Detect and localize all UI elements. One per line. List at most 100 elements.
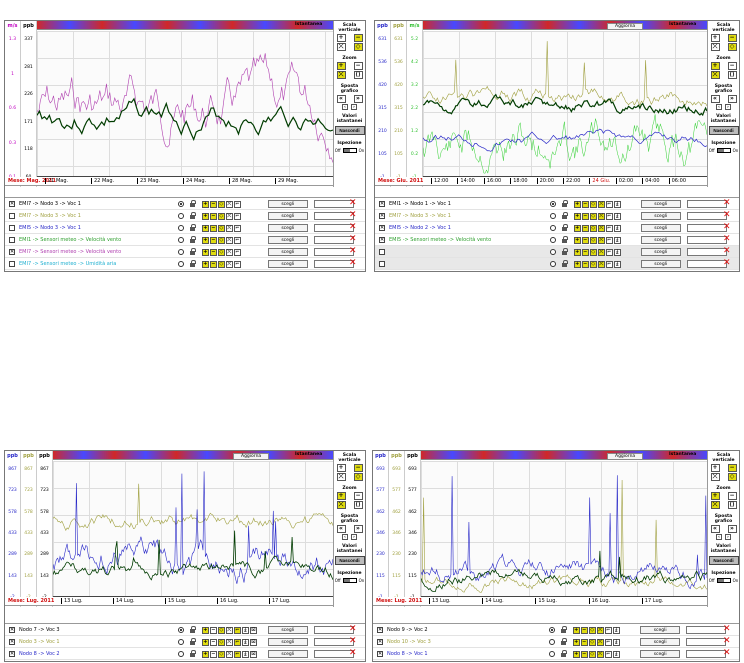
hide-button[interactable]: Nascondi: [708, 126, 739, 135]
series-radio[interactable]: [549, 237, 556, 243]
instant-label[interactable]: Istantanea: [295, 452, 323, 457]
scale-up-icon[interactable]: +: [336, 34, 346, 42]
series-tool-icon[interactable]: ⌐: [233, 201, 241, 208]
lock-icon[interactable]: [189, 638, 196, 645]
series-radio[interactable]: [177, 213, 184, 219]
series-radio[interactable]: [177, 261, 184, 267]
scale-down-icon[interactable]: −: [353, 34, 363, 42]
lock-icon[interactable]: [561, 224, 568, 231]
choose-button[interactable]: scegli: [640, 248, 681, 256]
inspection-toggle[interactable]: [716, 148, 731, 153]
series-value-field[interactable]: [686, 650, 727, 658]
scale-reset-icon[interactable]: ⤫: [710, 43, 720, 51]
series-tool-icon[interactable]: −: [209, 249, 217, 256]
series-checkbox[interactable]: ✕: [9, 627, 15, 633]
series-tool-icon[interactable]: −: [209, 651, 217, 658]
scale-down-icon[interactable]: −: [727, 34, 737, 42]
scale-up-icon[interactable]: +: [710, 34, 720, 42]
series-tool-icon[interactable]: −: [581, 237, 589, 244]
series-radio[interactable]: [177, 651, 184, 657]
shift-left-fast-icon[interactable]: «: [336, 95, 346, 103]
series-tool-icon[interactable]: ⤫: [597, 261, 605, 268]
delete-icon[interactable]: ✕: [723, 636, 731, 646]
lock-icon[interactable]: [189, 626, 196, 633]
series-tool-icon[interactable]: −: [581, 225, 589, 232]
series-tool-icon[interactable]: −: [581, 213, 589, 220]
shift-right-fast-icon[interactable]: »: [353, 525, 363, 533]
series-value-field[interactable]: [313, 626, 354, 634]
series-checkbox[interactable]: ✕: [377, 651, 383, 657]
series-tool-icon[interactable]: ⌐: [233, 261, 241, 268]
scale-up-icon[interactable]: +: [710, 464, 720, 472]
lock-icon[interactable]: [189, 224, 196, 231]
lock-icon[interactable]: [189, 236, 196, 243]
series-value-field[interactable]: [313, 200, 354, 208]
series-value-field[interactable]: [313, 260, 354, 268]
lock-icon[interactable]: [560, 638, 567, 645]
update-button[interactable]: Aggiorna: [607, 453, 644, 460]
instant-label[interactable]: Istantanea: [295, 22, 323, 27]
series-checkbox[interactable]: ✕: [377, 639, 383, 645]
series-tool-icon[interactable]: ◇: [588, 639, 596, 646]
zoom-fit-icon[interactable]: ⟨⟩: [353, 71, 363, 79]
series-tool-icon[interactable]: ⌐: [233, 249, 241, 256]
series-tool-icon[interactable]: ◇: [217, 225, 225, 232]
series-value-field[interactable]: [686, 260, 727, 268]
delete-icon[interactable]: ✕: [723, 246, 731, 256]
series-tool-icon[interactable]: ⤫: [225, 249, 233, 256]
inspection-toggle[interactable]: [342, 578, 357, 583]
lock-icon[interactable]: [560, 650, 567, 657]
shift-right-fast-icon[interactable]: »: [727, 525, 737, 533]
update-button[interactable]: Aggiorna: [233, 453, 270, 460]
lock-icon[interactable]: [189, 248, 196, 255]
choose-button[interactable]: scegli: [640, 236, 681, 244]
series-checkbox[interactable]: ✕: [377, 627, 383, 633]
series-tool-icon[interactable]: ⤫: [597, 201, 605, 208]
series-tool-icon[interactable]: −: [209, 213, 217, 220]
lock-icon[interactable]: [561, 248, 568, 255]
series-tool-icon[interactable]: ⤓: [613, 225, 621, 232]
delete-icon[interactable]: ✕: [723, 210, 731, 220]
series-radio[interactable]: [177, 201, 184, 207]
series-checkbox[interactable]: [379, 261, 385, 267]
lock-icon[interactable]: [561, 260, 568, 267]
series-tool-icon[interactable]: +: [572, 639, 580, 646]
series-tool-icon[interactable]: ◇: [217, 639, 225, 646]
series-tool-icon[interactable]: ⤫: [225, 627, 233, 634]
choose-button[interactable]: scegli: [267, 236, 308, 244]
scale-fit-icon[interactable]: ◇: [353, 43, 363, 51]
series-tool-icon[interactable]: ◇: [589, 249, 597, 256]
series-checkbox[interactable]: [379, 249, 385, 255]
series-tool-icon[interactable]: −: [580, 639, 588, 646]
zoom-in-icon[interactable]: +: [710, 62, 720, 70]
series-tool-icon[interactable]: ⌐: [605, 201, 613, 208]
series-value-field[interactable]: [686, 248, 727, 256]
series-tool-icon[interactable]: +: [201, 201, 209, 208]
lock-icon[interactable]: [561, 236, 568, 243]
series-tool-icon[interactable]: ◇: [217, 651, 225, 658]
shift-right-icon[interactable]: ›: [725, 104, 731, 110]
inspection-toggle[interactable]: [716, 578, 731, 583]
delete-icon[interactable]: ✕: [349, 222, 357, 232]
series-tool-icon[interactable]: ⌐: [604, 639, 612, 646]
scale-fit-icon[interactable]: ◇: [353, 473, 363, 481]
series-tool-icon[interactable]: ⌐: [605, 237, 613, 244]
series-tool-icon[interactable]: −: [581, 249, 589, 256]
update-button[interactable]: Aggiorna: [607, 23, 644, 30]
series-tool-icon[interactable]: ◇: [217, 201, 225, 208]
series-tool-icon[interactable]: +: [201, 237, 209, 244]
choose-button[interactable]: scegli: [267, 212, 308, 220]
series-tool-icon[interactable]: +: [201, 225, 209, 232]
series-radio[interactable]: [549, 249, 556, 255]
choose-button[interactable]: scegli: [267, 260, 308, 268]
series-tool-icon[interactable]: ⤫: [597, 237, 605, 244]
series-tool-icon[interactable]: −: [209, 261, 217, 268]
scale-fit-icon[interactable]: ◇: [727, 473, 737, 481]
series-tool-icon[interactable]: ◇: [589, 237, 597, 244]
series-tool-icon[interactable]: ⊡: [249, 627, 257, 634]
choose-button[interactable]: scegli: [640, 224, 681, 232]
series-tool-icon[interactable]: ⌐: [233, 639, 241, 646]
choose-button[interactable]: scegli: [267, 638, 308, 646]
hide-button[interactable]: Nascondi: [334, 126, 365, 135]
series-value-field[interactable]: [686, 212, 727, 220]
